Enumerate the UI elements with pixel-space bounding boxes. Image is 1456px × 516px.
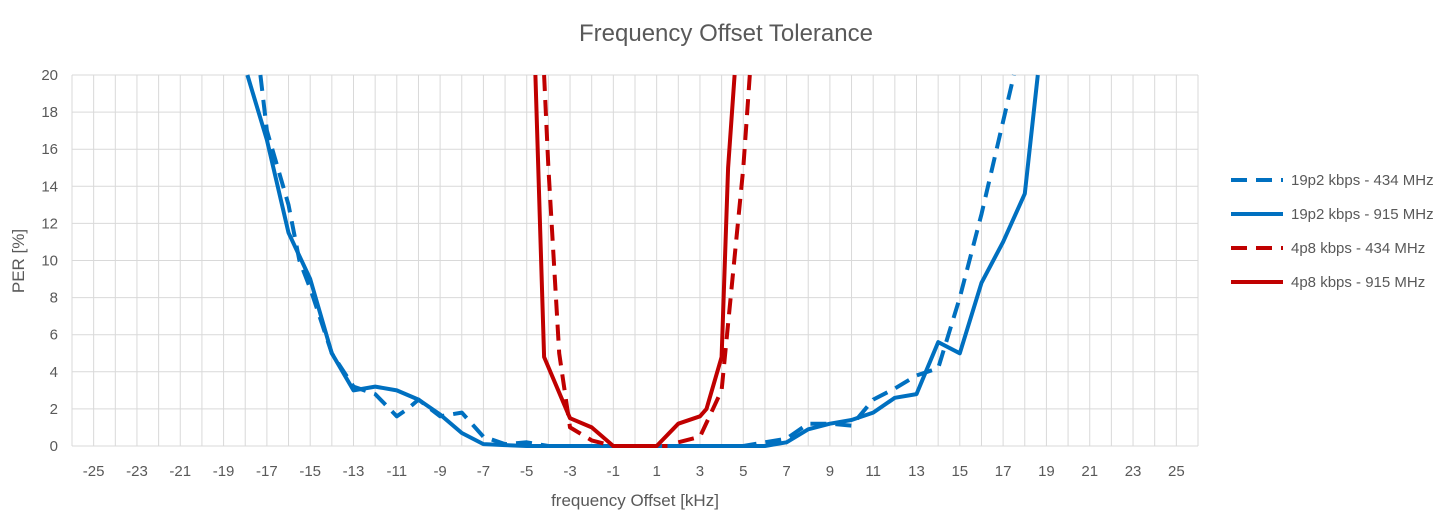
x-tick-label: 25 <box>1168 463 1185 480</box>
x-axis-label: frequency Offset [kHz] <box>551 491 719 510</box>
x-tick-label: -21 <box>169 463 191 480</box>
legend: 19p2 kbps - 434 MHz 19p2 kbps - 915 MHz 4p… <box>1231 172 1434 291</box>
x-tick-label: 21 <box>1081 463 1098 480</box>
x-tick-label: 11 <box>865 463 881 480</box>
x-tick-label: -9 <box>433 463 446 480</box>
y-tick-label: 8 <box>50 290 58 307</box>
y-tick-label: 20 <box>41 67 58 84</box>
x-tick-label: -11 <box>387 463 408 480</box>
y-tick-label: 0 <box>50 438 58 455</box>
x-tick-label: 1 <box>652 463 660 480</box>
legend-label: 19p2 kbps - 434 MHz <box>1291 172 1434 189</box>
x-tick-label: -5 <box>520 463 533 480</box>
y-tick-label: 14 <box>41 178 58 195</box>
y-tick-label: 4 <box>50 364 58 381</box>
series-lines <box>245 74 1040 448</box>
y-tick-label: 16 <box>41 141 58 158</box>
x-tick-label: 13 <box>908 463 925 480</box>
y-tick-label: 18 <box>41 104 58 121</box>
x-tick-label: 9 <box>826 463 834 480</box>
x-tick-label: -23 <box>126 463 148 480</box>
x-tick-label: -19 <box>213 463 235 480</box>
y-tick-label: 6 <box>50 327 58 344</box>
y-tick-label: 10 <box>41 253 58 270</box>
x-tick-label: 17 <box>995 463 1012 480</box>
x-tick-label: 7 <box>782 463 790 480</box>
y-tick-label: 2 <box>50 401 58 418</box>
x-tick-label: -15 <box>299 463 321 480</box>
x-tick-label: -1 <box>607 463 620 480</box>
chart-title: Frequency Offset Tolerance <box>579 20 873 47</box>
legend-label: 4p8 kbps - 434 MHz <box>1291 240 1425 257</box>
series-line-4 <box>533 74 737 448</box>
tick-labels: -25 -23 -21 -19 -17 -15 -13 -11 -9 -7 -5 -3 -1 1 3 5 7 9 1… <box>41 67 1184 480</box>
x-tick-label: -7 <box>477 463 490 480</box>
y-axis-label: PER [%] <box>9 229 28 293</box>
x-tick-label: -13 <box>343 463 365 480</box>
x-tick-label: 3 <box>696 463 704 480</box>
x-tick-label: -25 <box>83 463 105 480</box>
x-tick-label: 5 <box>739 463 747 480</box>
series-line-3 <box>677 74 752 445</box>
x-tick-label: 19 <box>1038 463 1055 480</box>
x-tick-label: -3 <box>563 463 576 480</box>
y-tick-label: 12 <box>41 215 58 232</box>
x-tick-label: 15 <box>951 463 968 480</box>
x-tick-label: 23 <box>1125 463 1142 480</box>
legend-label: 19p2 kbps - 915 MHz <box>1291 206 1434 223</box>
legend-label: 4p8 kbps - 915 MHz <box>1291 274 1425 291</box>
grid-lines <box>71 74 1199 447</box>
x-tick-label: -17 <box>256 463 278 480</box>
